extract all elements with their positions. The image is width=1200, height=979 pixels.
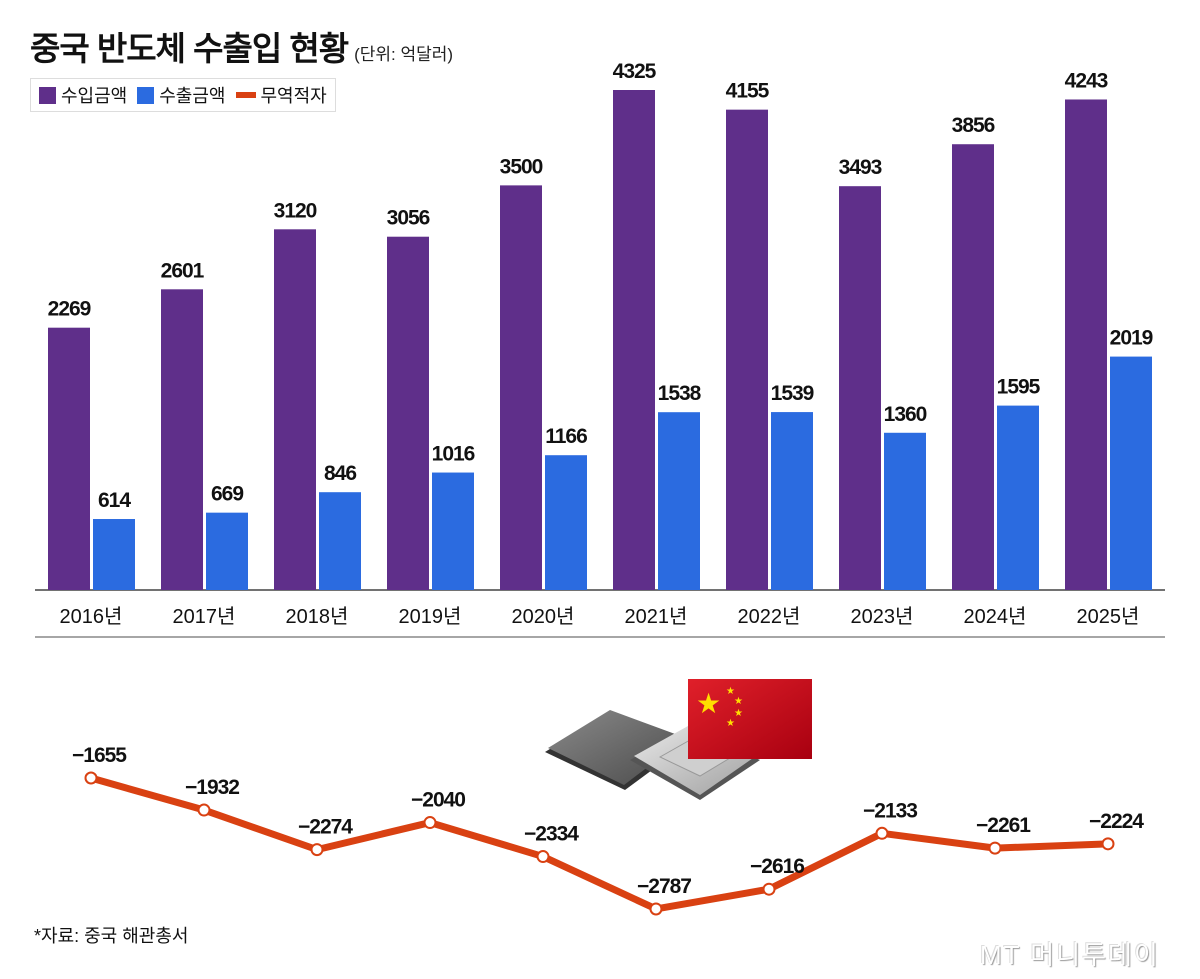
- year-tick-label: 2025년: [1077, 605, 1140, 628]
- legend-item-import: 수입금액: [39, 82, 127, 108]
- import-bar: [500, 185, 542, 590]
- unit-label: (단위: 억달러): [354, 45, 454, 64]
- export-bar: [432, 472, 474, 590]
- deficit-point: [988, 841, 1002, 855]
- china-flag-icon: ★ ★ ★ ★ ★: [688, 679, 812, 759]
- legend-item-deficit: 무역적자: [235, 82, 327, 108]
- import-value-label: 2601: [161, 259, 205, 282]
- import-bar: [613, 90, 655, 590]
- import-value-label: 3120: [274, 199, 317, 222]
- year-tick-label: 2017년: [173, 605, 236, 628]
- svg-text:★: ★: [734, 708, 743, 719]
- deficit-point: [310, 843, 324, 857]
- import-value-label: 3493: [839, 156, 882, 179]
- deficit-value-label: −2224: [1089, 810, 1144, 833]
- legend-swatch: [39, 86, 56, 104]
- publisher-logo: MT 머니투데이: [980, 940, 1160, 970]
- deficit-point: [423, 816, 437, 830]
- legend-label: 수출금액: [159, 86, 226, 106]
- deficit-value-label: −2040: [411, 789, 465, 812]
- import-value-label: 3856: [952, 114, 995, 137]
- year-tick-label: 2020년: [512, 605, 575, 628]
- deficit-point: [649, 902, 663, 916]
- export-bar: [658, 412, 700, 590]
- import-bar: [839, 186, 881, 590]
- import-bar: [387, 236, 429, 590]
- export-bar: [997, 405, 1039, 590]
- import-bar: [726, 109, 768, 591]
- import-value-label: 3500: [500, 155, 543, 178]
- export-value-label: 1360: [884, 403, 927, 426]
- import-value-label: 4243: [1065, 69, 1108, 92]
- legend-item-export: 수출금액: [137, 82, 226, 108]
- import-value-label: 4325: [613, 60, 657, 83]
- export-bar: [771, 412, 813, 590]
- import-bar: [274, 229, 316, 591]
- deficit-value-label: −2787: [637, 875, 691, 898]
- export-bar: [1110, 356, 1152, 590]
- deficit-value-label: −2616: [750, 855, 804, 878]
- year-tick-label: 2021년: [625, 605, 688, 628]
- import-bar: [48, 327, 90, 590]
- export-value-label: 669: [211, 483, 243, 506]
- legend: 수입금액 수출금액 무역적자: [30, 78, 336, 112]
- deficit-value-label: −1932: [185, 776, 239, 799]
- import-value-label: 2269: [48, 298, 91, 321]
- export-bar: [206, 512, 248, 590]
- deficit-value-label: −2274: [298, 816, 353, 839]
- deficit-point: [84, 771, 98, 785]
- deficit-value-label: −1655: [72, 744, 127, 767]
- svg-text:★: ★: [734, 696, 743, 707]
- deficit-line: [90, 774, 1109, 913]
- year-tick-label: 2016년: [60, 605, 123, 628]
- legend-swatch: [235, 92, 256, 98]
- export-value-label: 1538: [658, 382, 702, 405]
- svg-text:★: ★: [726, 718, 735, 729]
- deficit-point: [536, 850, 550, 864]
- export-value-label: 1595: [997, 376, 1041, 399]
- export-bar: [93, 519, 135, 590]
- deficit-point: [875, 826, 889, 840]
- import-value-label: 4155: [726, 80, 770, 103]
- year-tick-label: 2023년: [851, 605, 914, 628]
- export-bar: [545, 455, 587, 590]
- import-bar: [161, 289, 203, 590]
- export-value-label: 1166: [545, 425, 587, 448]
- export-value-label: 2019: [1110, 327, 1153, 350]
- legend-label: 무역적자: [260, 86, 327, 106]
- svg-text:★: ★: [696, 688, 721, 719]
- legend-swatch: [137, 86, 155, 104]
- title-text: 중국 반도체 수출입 현황: [30, 30, 349, 67]
- import-value-label: 3056: [387, 207, 430, 230]
- deficit-value-label: −2334: [524, 823, 579, 846]
- year-tick-label: 2018년: [286, 605, 349, 628]
- export-bar: [319, 492, 361, 590]
- import-bar: [952, 144, 994, 590]
- deficit-value-label: −2261: [976, 814, 1031, 837]
- year-tick-label: 2022년: [738, 605, 801, 628]
- source-note: *자료: 중국 해관총서: [34, 926, 189, 946]
- deficit-value-label: −2133: [863, 799, 917, 822]
- export-value-label: 1539: [771, 382, 814, 405]
- export-bar: [884, 432, 926, 590]
- export-value-label: 846: [324, 462, 356, 485]
- deficit-point: [1101, 837, 1115, 851]
- year-tick-label: 2019년: [399, 605, 462, 628]
- svg-text:★: ★: [726, 686, 735, 697]
- export-value-label: 614: [98, 489, 131, 512]
- chart-title: 중국 반도체 수출입 현황 (단위: 억달러): [30, 22, 453, 70]
- year-tick-label: 2024년: [964, 605, 1027, 628]
- deficit-point: [197, 803, 211, 817]
- deficit-point: [762, 882, 776, 896]
- legend-label: 수입금액: [61, 86, 128, 106]
- import-bar: [1065, 99, 1107, 590]
- export-value-label: 1016: [432, 443, 475, 466]
